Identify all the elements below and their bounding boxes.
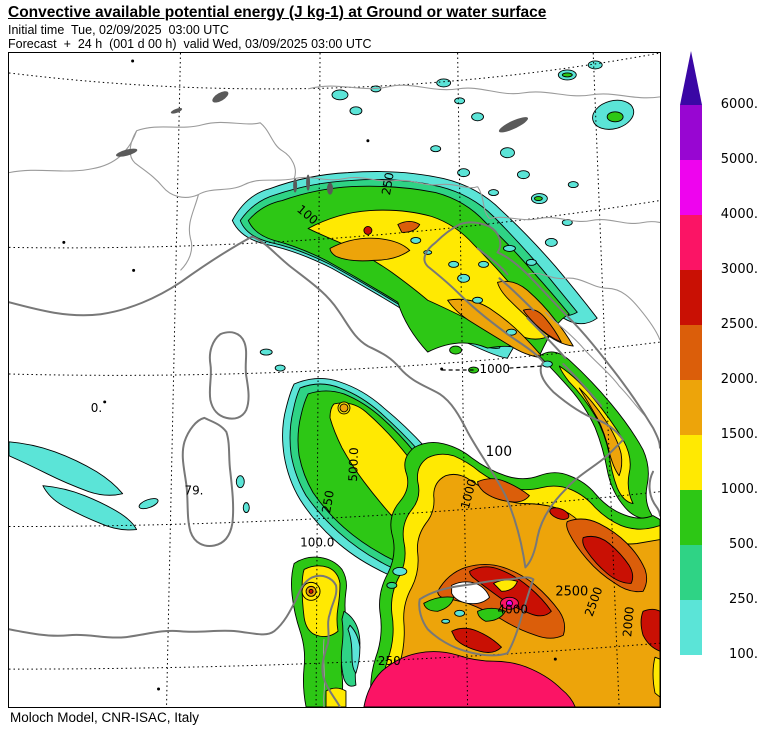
colorbar-tick-label: 100. xyxy=(729,647,758,662)
contour-label: 500.0 xyxy=(346,447,361,482)
colorbar-tick-label: 2000. xyxy=(720,372,758,387)
colorbar-tick-label: 4000. xyxy=(720,207,758,222)
contour-label: 1000 xyxy=(480,362,510,376)
colorbar-segment xyxy=(680,600,702,655)
colorbar: 6000. 5000. 4000. 3000. 2500. 2000. 1500. 1000.… xyxy=(672,51,760,676)
contour-label: 250 xyxy=(378,654,401,668)
alpine-lakes xyxy=(116,91,529,195)
initial-time-line: Initial time Tue, 02/09/2025 03:00 UTC xyxy=(8,23,229,37)
contour-label: 4000 xyxy=(497,602,527,616)
colorbar-segment xyxy=(680,160,702,215)
contour-label: 100 xyxy=(486,444,513,460)
contour-label: 250 xyxy=(379,171,397,196)
colorbar-segment xyxy=(680,215,702,270)
colorbar-segment xyxy=(680,270,702,325)
country-borders xyxy=(9,84,660,707)
coastlines xyxy=(9,221,660,707)
colorbar-segment xyxy=(680,490,702,545)
contour-label: 2500 xyxy=(555,584,588,599)
colorbar-tick-label: 6000. xyxy=(720,97,758,112)
map-frame: 100 250 0. 1000 100 500.0 250 79. 1000 100.0 2500 4… xyxy=(8,52,661,708)
contour-label-leader xyxy=(441,365,542,371)
colorbar-segment xyxy=(680,325,702,380)
attribution: Moloch Model, CNR-ISAC, Italy xyxy=(10,710,200,725)
page-title: Convective available potential energy (J… xyxy=(8,4,547,21)
colorbar-tick-label: 3000. xyxy=(720,262,758,277)
contour-label: 79. xyxy=(184,484,203,498)
colorbar-segment xyxy=(680,105,702,160)
graticule xyxy=(9,53,660,707)
colorbar-segment xyxy=(680,545,702,600)
contour-label: 250 xyxy=(319,489,337,514)
colorbar-tick-label: 250. xyxy=(729,592,758,607)
contour-label: 2000 xyxy=(620,606,637,638)
colorbar-tick-label: 500. xyxy=(729,537,758,552)
colorbar-overflow-arrow xyxy=(680,51,702,105)
colorbar-segment xyxy=(680,435,702,490)
colorbar-tick-label: 1000. xyxy=(720,482,758,497)
forecast-valid-line: Forecast + 24 h (001 d 00 h) valid Wed, … xyxy=(8,37,372,51)
colorbar-tick-label: 1500. xyxy=(720,427,758,442)
contour-label: 0. xyxy=(91,401,102,415)
map-dots xyxy=(62,59,557,691)
colorbar-tick-label: 5000. xyxy=(720,152,758,167)
contour-label: 100.0 xyxy=(300,535,334,549)
colorbar-tick-label: 2500. xyxy=(720,317,758,332)
colorbar-segment xyxy=(680,380,702,435)
cape-fill-regions xyxy=(9,60,660,707)
